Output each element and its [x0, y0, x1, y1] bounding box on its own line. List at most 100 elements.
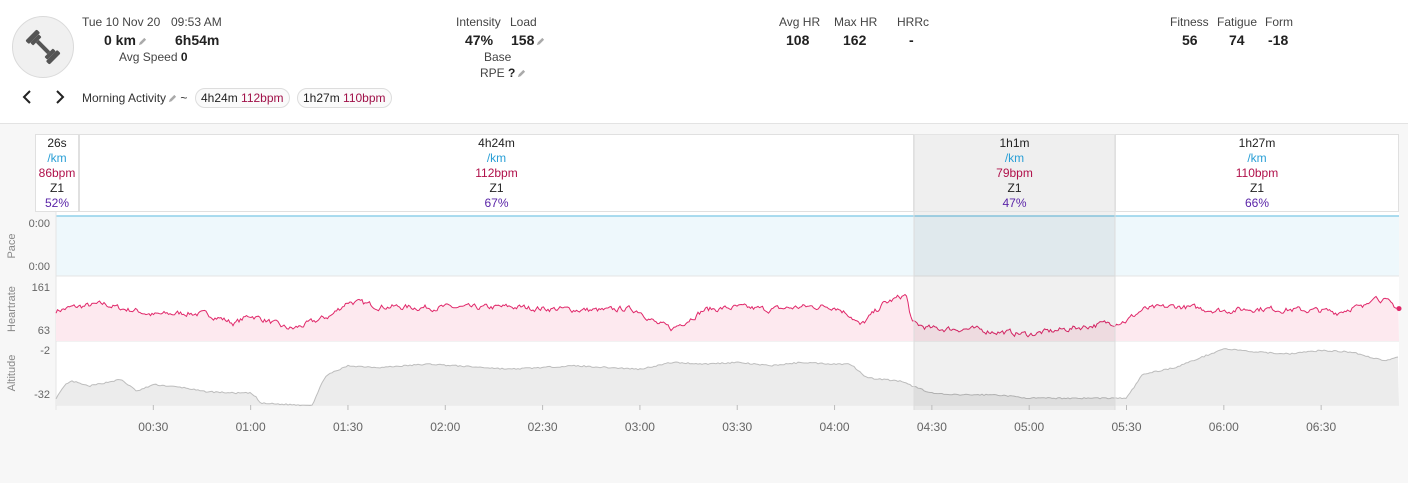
fitness-value: 56	[1182, 32, 1198, 48]
pencil-icon[interactable]	[168, 94, 177, 103]
x-tick-label: 04:30	[916, 420, 947, 434]
interval-pct: 47%	[1002, 196, 1027, 210]
pill-bpm: 112bpm	[241, 91, 284, 105]
load-text: 158	[511, 32, 535, 48]
load-value[interactable]: 158	[511, 32, 545, 48]
altitude-line	[55, 348, 1399, 407]
pill-duration: 1h27m	[303, 91, 340, 105]
interval-box-1[interactable]: 26s /km 86bpm Z1 52%	[35, 134, 79, 212]
activity-time: 09:53 AM	[171, 15, 222, 29]
pace-panel-label: Pace	[6, 233, 18, 259]
activity-type-avatar[interactable]	[12, 16, 74, 78]
intensity-label: Intensity	[456, 15, 501, 29]
x-tick-label: 06:30	[1306, 420, 1337, 434]
max-hr-value: 162	[843, 32, 867, 48]
pencil-icon[interactable]	[536, 37, 545, 46]
rpe-value: ?	[508, 66, 516, 80]
fatigue-label: Fatigue	[1217, 15, 1258, 29]
interval-box-4[interactable]: 1h27m /km 110bpm Z1 66%	[1115, 134, 1399, 212]
interval-pill-2[interactable]: 1h27m 110bpm	[297, 88, 392, 108]
x-tick-label: 06:00	[1208, 420, 1239, 434]
interval-zone: Z1	[1249, 181, 1264, 195]
dumbbell-icon	[25, 29, 61, 65]
avg-speed-label: Avg Speed	[119, 50, 178, 64]
interval-pct: 52%	[44, 196, 70, 210]
altitude-panel-label: Altitude	[6, 354, 18, 392]
next-activity-button[interactable]	[50, 86, 70, 108]
fitness-label: Fitness	[1170, 15, 1209, 29]
pencil-icon[interactable]	[517, 69, 526, 78]
heartrate-panel-label: Heartrate	[6, 286, 18, 332]
avg-speed: Avg Speed 0	[119, 50, 188, 64]
interval-hr: 112bpm	[475, 166, 518, 180]
interval-duration: 1h1m	[999, 136, 1030, 150]
distance-text: 0 km	[104, 32, 136, 48]
interval-hr: 79bpm	[996, 166, 1033, 180]
interval-zone: Z1	[49, 181, 64, 195]
interval-pct: 66%	[1244, 196, 1270, 210]
avg-hr-label: Avg HR	[779, 15, 821, 29]
altitude-y-tick-bottom: -32	[34, 389, 50, 401]
x-tick-label: 05:00	[1014, 420, 1045, 434]
rpe[interactable]: RPE ?	[480, 66, 526, 80]
duration-value: 6h54m	[175, 32, 220, 48]
interval-duration: 26s	[47, 136, 67, 150]
interval-hr: 86bpm	[38, 166, 76, 180]
pace-y-tick-bottom: 0:00	[28, 261, 50, 273]
pill-duration: 4h24m	[201, 91, 238, 105]
x-tick-label: 01:00	[235, 420, 266, 434]
interval-box-2[interactable]: 4h24m /km 112bpm Z1 67%	[79, 134, 914, 212]
pill-bpm: 110bpm	[343, 91, 386, 105]
pace-y-tick-top: 0:00	[28, 218, 50, 230]
interval-pace: /km	[1004, 151, 1025, 165]
interval-pct: 67%	[484, 196, 509, 210]
altitude-y-tick-top: -2	[40, 345, 50, 357]
load-label: Load	[510, 15, 537, 29]
fatigue-value: 74	[1229, 32, 1245, 48]
avg-speed-value: 0	[180, 50, 188, 64]
chevron-left-icon	[22, 90, 31, 104]
chevron-right-icon	[56, 90, 65, 104]
interval-zone: Z1	[489, 181, 504, 195]
interval-hr: 110bpm	[1235, 166, 1279, 180]
hrrc-label: HRRc	[897, 15, 929, 29]
heartrate-y-tick-top: 161	[31, 282, 50, 294]
altitude-area	[56, 348, 1399, 406]
pace-fill	[56, 216, 1399, 276]
avg-hr-value: 108	[786, 32, 810, 48]
x-tick-label: 00:30	[138, 420, 169, 434]
activity-date: Tue 10 Nov 20	[82, 15, 161, 29]
interval-highlight	[914, 212, 1115, 410]
x-tick-label: 03:30	[722, 420, 753, 434]
interval-pill-1[interactable]: 4h24m 112bpm	[195, 88, 290, 108]
previous-activity-button[interactable]	[17, 86, 37, 108]
interval-duration: 4h24m	[478, 136, 515, 150]
heartrate-end-marker	[1396, 306, 1402, 312]
hrrc-value: -	[909, 32, 914, 48]
activity-name-text: Morning Activity	[82, 91, 167, 105]
activity-name[interactable]: Morning Activity ~	[82, 91, 187, 105]
interval-pace: /km	[486, 151, 507, 165]
rpe-label: RPE	[480, 66, 505, 80]
distance-value[interactable]: 0 km	[104, 32, 147, 48]
x-tick-label: 02:00	[430, 420, 461, 434]
base-label: Base	[484, 50, 512, 64]
interval-box-3[interactable]: 1h1m /km 79bpm Z1 47%	[914, 134, 1115, 212]
interval-pace: /km	[47, 151, 67, 165]
name-separator: ~	[180, 91, 188, 105]
form-label: Form	[1265, 15, 1293, 29]
x-tick-label: 03:00	[624, 420, 655, 434]
interval-pace: /km	[1247, 151, 1267, 165]
activity-header: Tue 10 Nov 20 09:53 AM 0 km 6h54m Avg Sp…	[0, 0, 1408, 124]
form-value: -18	[1268, 32, 1289, 48]
interval-zone: Z1	[1007, 181, 1022, 195]
x-tick-label: 02:30	[527, 420, 558, 434]
x-tick-label: 01:30	[332, 420, 363, 434]
heartrate-line	[55, 293, 1399, 338]
x-tick-label: 05:30	[1111, 420, 1142, 434]
intensity-value: 47%	[465, 32, 494, 48]
interval-duration: 1h27m	[1238, 136, 1276, 150]
heartrate-y-tick-bottom: 63	[37, 325, 50, 337]
pencil-icon[interactable]	[138, 37, 147, 46]
